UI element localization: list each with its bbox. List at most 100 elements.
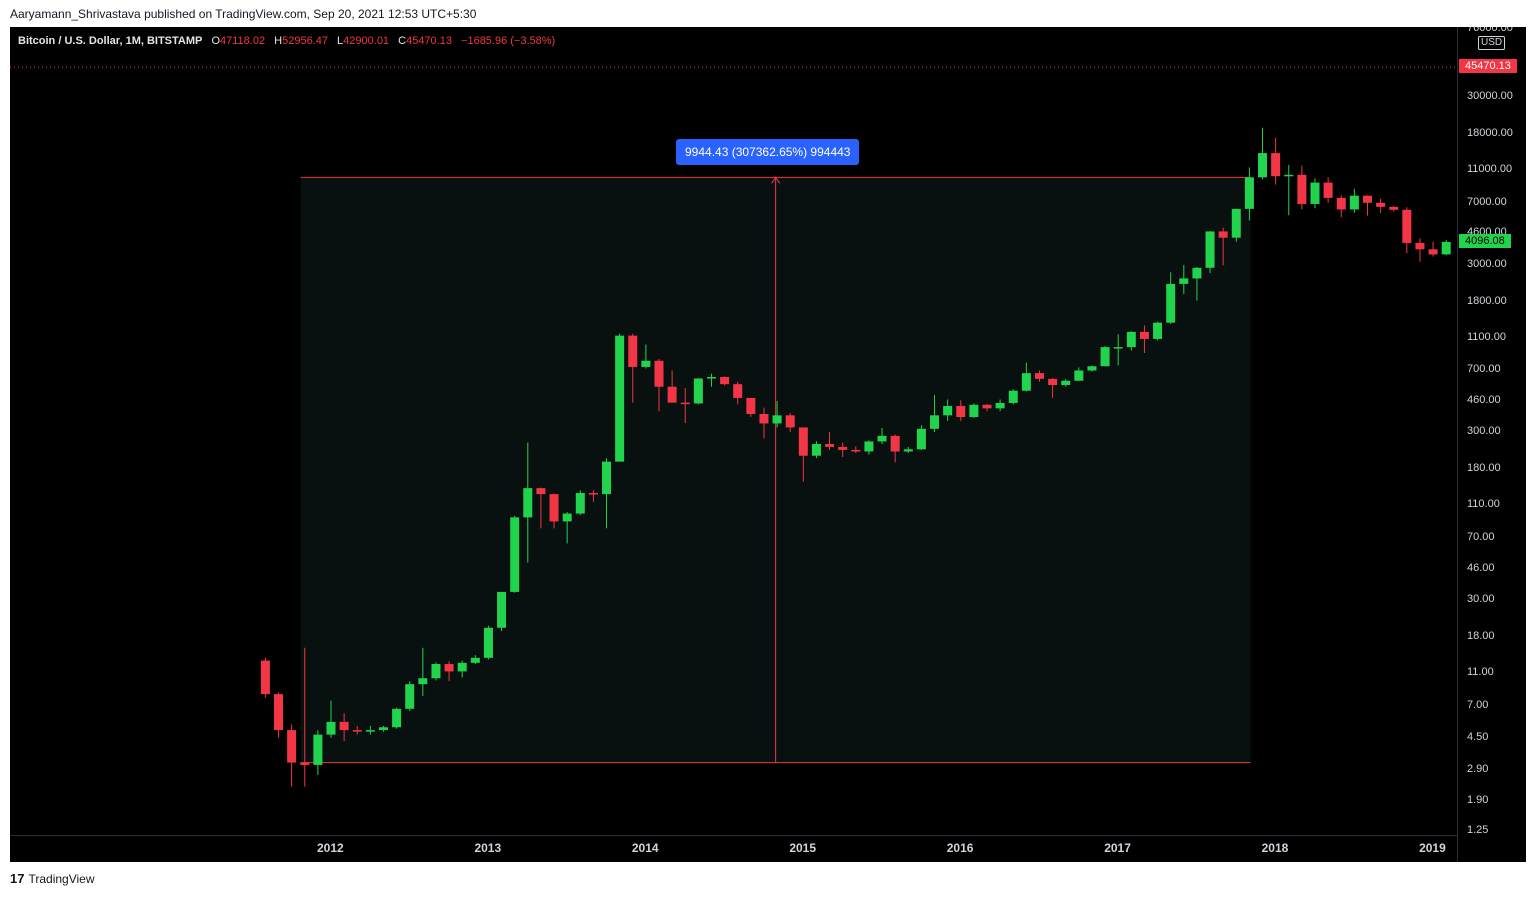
- candle-2013-10[interactable]: [602, 458, 612, 529]
- candle-2017-02[interactable]: [1126, 331, 1136, 351]
- candle-2018-07[interactable]: [1349, 188, 1359, 213]
- candle-2012-10[interactable]: [444, 661, 454, 682]
- candle-2012-09[interactable]: [431, 662, 441, 681]
- candle-2015-08[interactable]: [890, 434, 900, 463]
- chart-pane[interactable]: Bitcoin / U.S. Dollar, 1M, BITSTAMP O471…: [10, 27, 1526, 862]
- candle-2012-05[interactable]: [378, 725, 388, 732]
- candle-2019-02[interactable]: [1441, 240, 1451, 256]
- candle-2012-06[interactable]: [392, 707, 402, 729]
- candle-2014-12[interactable]: [785, 413, 795, 433]
- candle-2015-02[interactable]: [811, 441, 821, 459]
- candle-2018-04[interactable]: [1310, 178, 1320, 209]
- candle-2016-07[interactable]: [1034, 370, 1044, 382]
- candle-2016-02[interactable]: [969, 403, 979, 418]
- candle-2016-04[interactable]: [995, 399, 1005, 412]
- candle-2014-10[interactable]: [759, 407, 769, 439]
- candle-2018-03[interactable]: [1297, 165, 1307, 210]
- candle-2016-11[interactable]: [1087, 365, 1097, 372]
- candle-2014-05[interactable]: [693, 378, 703, 405]
- candle-2012-07[interactable]: [405, 681, 415, 712]
- candle-2016-08[interactable]: [1048, 378, 1058, 398]
- candle-2014-03[interactable]: [667, 370, 677, 403]
- candle-2016-10[interactable]: [1074, 367, 1084, 382]
- candle-2012-03[interactable]: [352, 725, 362, 735]
- candle-2012-12[interactable]: [470, 655, 480, 665]
- candle-2013-08[interactable]: [575, 490, 585, 516]
- footer-brand[interactable]: 17 TradingView: [10, 871, 95, 886]
- candle-2013-12[interactable]: [628, 333, 638, 403]
- candle-2013-09[interactable]: [588, 490, 598, 502]
- candle-2015-05[interactable]: [851, 446, 861, 454]
- candle-2018-02[interactable]: [1284, 164, 1294, 216]
- candle-2017-04[interactable]: [1153, 321, 1163, 341]
- candle-2011-11[interactable]: [300, 647, 310, 787]
- candle-2011-08[interactable]: [260, 657, 270, 698]
- candle-2011-09[interactable]: [274, 692, 284, 738]
- candle-2019-01[interactable]: [1428, 241, 1438, 257]
- candle-2018-10[interactable]: [1389, 206, 1399, 212]
- candle-2017-12[interactable]: [1258, 127, 1268, 180]
- candle-2017-06[interactable]: [1179, 265, 1189, 295]
- candle-body: [943, 405, 953, 416]
- candle-2013-07[interactable]: [562, 512, 572, 544]
- candle-2016-06[interactable]: [1021, 362, 1031, 392]
- candle-2017-10[interactable]: [1231, 208, 1241, 242]
- candle-2014-06[interactable]: [706, 373, 716, 387]
- candle-2013-04[interactable]: [523, 442, 533, 563]
- candle-2013-06[interactable]: [549, 493, 559, 529]
- candle-body: [916, 428, 926, 450]
- candle-2014-11[interactable]: [772, 401, 782, 428]
- candle-2012-01[interactable]: [326, 700, 336, 738]
- candle-2017-11[interactable]: [1244, 167, 1254, 221]
- measure-label[interactable]: 9944.43 (307362.65%) 994443: [676, 139, 860, 165]
- candle-2012-08[interactable]: [418, 647, 428, 696]
- candle-2016-12[interactable]: [1100, 345, 1110, 367]
- candle-2018-11[interactable]: [1402, 207, 1412, 254]
- candle-2015-12[interactable]: [943, 399, 953, 421]
- candle-2014-07[interactable]: [720, 376, 730, 386]
- currency-label[interactable]: USD: [1478, 36, 1506, 50]
- candle-2016-03[interactable]: [982, 404, 992, 412]
- candle-2013-05[interactable]: [536, 487, 546, 529]
- candle-2017-03[interactable]: [1139, 325, 1149, 354]
- candle-2011-10[interactable]: [287, 724, 297, 787]
- candle-2013-02[interactable]: [497, 591, 507, 632]
- candle-2015-04[interactable]: [838, 442, 848, 458]
- candle-2018-05[interactable]: [1323, 177, 1333, 203]
- candle-2015-10[interactable]: [916, 425, 926, 450]
- candle-2018-01[interactable]: [1271, 137, 1281, 185]
- candlestick-chart[interactable]: [10, 27, 1526, 862]
- candle-2014-01[interactable]: [641, 344, 651, 369]
- candle-2011-12[interactable]: [313, 730, 323, 775]
- candle-2014-02[interactable]: [654, 358, 664, 412]
- candle-2015-06[interactable]: [864, 440, 874, 455]
- candle-2015-11[interactable]: [930, 394, 940, 433]
- candle-2016-01[interactable]: [956, 400, 966, 421]
- candle-2016-09[interactable]: [1061, 379, 1071, 387]
- candle-2012-11[interactable]: [457, 660, 467, 678]
- candle-2013-03[interactable]: [510, 515, 520, 593]
- candle-2018-12[interactable]: [1415, 238, 1425, 262]
- candle-2013-11[interactable]: [615, 333, 625, 462]
- candle-2017-07[interactable]: [1192, 267, 1202, 301]
- candle-2015-01[interactable]: [798, 427, 808, 482]
- price-tick: 18000.00: [1467, 127, 1513, 140]
- candle-2014-08[interactable]: [733, 381, 743, 405]
- candle-2017-01[interactable]: [1113, 334, 1123, 366]
- candle-2012-04[interactable]: [365, 725, 375, 735]
- candle-2014-04[interactable]: [680, 388, 690, 424]
- candle-2014-09[interactable]: [746, 397, 756, 417]
- candle-2017-08[interactable]: [1205, 231, 1215, 274]
- candle-2015-07[interactable]: [877, 427, 887, 444]
- candle-2016-05[interactable]: [1008, 389, 1018, 405]
- candle-2013-01[interactable]: [483, 625, 493, 660]
- candle-2018-08[interactable]: [1362, 195, 1372, 216]
- candle-body: [903, 449, 913, 452]
- candle-2018-09[interactable]: [1376, 198, 1386, 213]
- candle-2018-06[interactable]: [1336, 195, 1346, 218]
- candle-2015-09[interactable]: [903, 446, 913, 454]
- candle-2015-03[interactable]: [825, 432, 835, 450]
- candle-2012-02[interactable]: [339, 713, 349, 742]
- candle-2017-05[interactable]: [1166, 272, 1176, 324]
- candle-2017-09[interactable]: [1218, 227, 1228, 266]
